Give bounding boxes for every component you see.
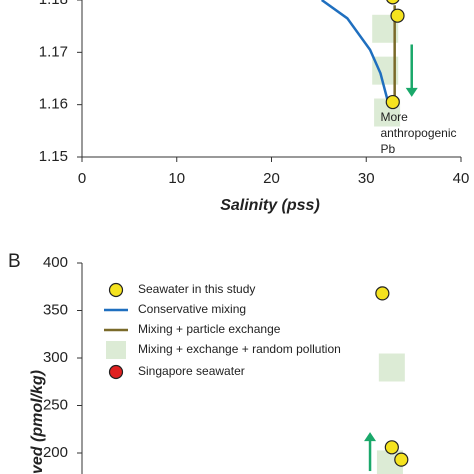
legend-marker: [106, 341, 126, 359]
legend-label: Conservative mixing: [138, 302, 246, 316]
annotation: anthropogenic: [380, 126, 456, 140]
point: [384, 440, 399, 455]
x-tick-label: 30: [358, 170, 375, 187]
y-tick-label: 350: [43, 301, 68, 318]
legend-label: Singapore seawater: [138, 364, 245, 378]
y-tick-label: 1.15: [39, 148, 68, 165]
y-tick-label: 250: [43, 396, 68, 413]
annotation: More: [380, 110, 408, 124]
point: [390, 8, 405, 23]
arrow-head: [405, 87, 418, 97]
point: [386, 0, 400, 5]
y-tick-label: 1.18: [39, 0, 68, 8]
point: [375, 286, 390, 301]
line: [320, 0, 390, 103]
arrow-head: [364, 432, 377, 442]
y-tick-label: 400: [43, 254, 68, 271]
annotation: Pb: [380, 142, 395, 156]
x-tick-label: 20: [263, 170, 280, 187]
legend-label: Seawater in this study: [138, 282, 255, 296]
panel-label: B: [8, 251, 21, 272]
legend-label: Mixing + exchange + random pollution: [138, 342, 341, 356]
legend-marker: [108, 364, 124, 380]
y-tick-label: 1.17: [39, 43, 68, 60]
y-tick-label: 1.16: [39, 96, 68, 113]
pollution-range: [378, 353, 405, 382]
x-tick-label: 10: [168, 170, 185, 187]
x-axis-title: Salinity (pss): [220, 197, 320, 214]
x-tick-label: 0: [78, 170, 86, 187]
point: [394, 452, 409, 467]
legend-marker: [108, 282, 124, 298]
y-tick-label: 200: [43, 444, 68, 461]
y-tick-label: 300: [43, 349, 68, 366]
point: [385, 94, 400, 110]
legend-label: Mixing + particle exchange: [138, 322, 281, 336]
y-axis-title: ved (pmol/kg): [29, 370, 46, 474]
x-tick-label: 40: [453, 170, 470, 187]
